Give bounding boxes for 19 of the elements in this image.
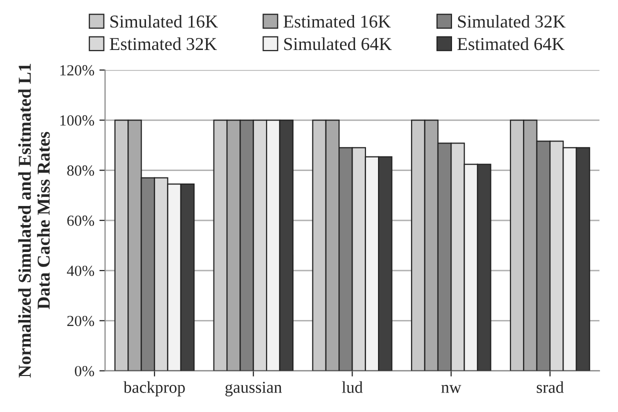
legend-label: Estimated 64K [457,37,565,50]
legend-label: Simulated 64K [284,37,392,50]
legend-label: Simulated 32K [458,14,566,28]
x-tick-label: gaussian [225,382,282,396]
x-tick-label: nw [441,384,462,393]
x-tick-label: lud [342,381,363,393]
y-tick-label: 80% [67,165,94,176]
y-tick-label: 100% [60,115,94,126]
y-tick-label: 20% [67,316,94,326]
y-tick-label: 120% [60,65,94,76]
y-axis-title: Normalized Simulated and Esitmated L1 Data Cache Miss Rates [18,64,50,378]
x-tick-label: backprop [123,381,185,396]
y-tick-label: 40% [66,266,94,276]
y-tick-label: 60% [67,216,94,226]
legend-label: Simulated 16K [110,14,218,28]
legend-label: Estimated 16K [284,14,391,28]
legend-label: Estimated 32K [110,37,217,50]
x-tick-label: srad [536,381,564,393]
y-tick-label: 0% [74,366,94,376]
